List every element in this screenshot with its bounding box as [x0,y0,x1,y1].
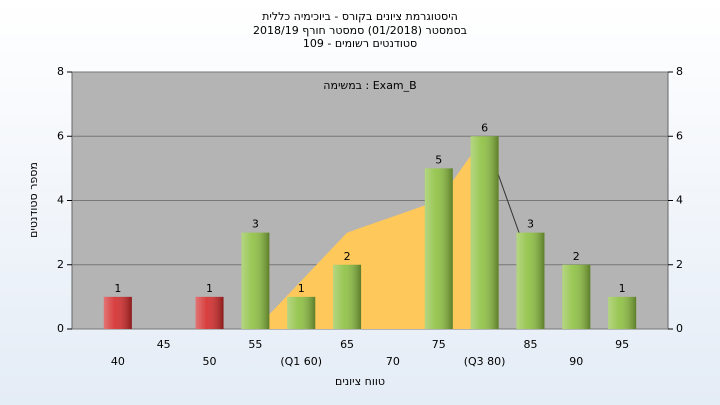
y-tick-label: 4 [57,194,64,207]
y2-tick-label: 0 [676,322,683,335]
bar-shade [287,296,316,329]
bar-shade [333,264,362,329]
value-label: 2 [573,250,580,263]
value-label: 1 [206,282,213,295]
y-axis-label: מספר סטודנטים [27,162,40,238]
y2-tick-label: 2 [676,258,683,271]
x-axis-label: טווח ציונים [335,375,385,388]
y-tick-label: 2 [57,258,64,271]
chart-subtitle: בסמסטר (01/2018) סמסטר חורף 2018/19 [253,24,467,37]
bar-shade [470,136,499,329]
x-tick-label: (Q3 80) [464,355,506,368]
bar-shade [424,168,453,329]
x-tick-label: 70 [386,355,400,368]
x-tick-label: 45 [157,338,171,351]
x-tick-label: 55 [248,338,262,351]
bar-shade [562,264,591,329]
y-tick-label: 6 [57,129,64,142]
y-tick-label: 0 [57,322,64,335]
x-tick-label: 85 [523,338,537,351]
y2-tick-label: 6 [676,129,683,142]
chart-subtitle: סטודנטים רשומים - 109 [303,37,417,50]
bar-shade [608,296,637,329]
x-tick-label: 40 [111,355,125,368]
bar-shade [195,296,224,329]
x-tick-label: (Q1 60) [280,355,322,368]
y-tick-label: 8 [57,65,64,78]
value-label: 1 [114,282,121,295]
value-label: 1 [298,282,305,295]
value-label: 3 [252,218,259,231]
value-label: 1 [619,282,626,295]
y2-tick-label: 4 [676,194,683,207]
value-label: 2 [344,250,351,263]
bar-shade [516,232,545,329]
x-tick-label: 65 [340,338,354,351]
bar-shade [241,232,270,329]
y2-tick-label: 8 [676,65,683,78]
bar-shade [103,296,132,329]
value-label: 6 [481,121,488,134]
x-tick-label: 90 [569,355,583,368]
x-tick-label: 50 [203,355,217,368]
x-tick-label: 75 [432,338,446,351]
x-tick-label: 95 [615,338,629,351]
annotation: במשימה : Exam_B [323,79,416,92]
value-label: 5 [435,153,442,166]
value-label: 3 [527,218,534,231]
chart-title: היסטוגרמת ציונים בקורס - ביוכימיה כללית [262,10,458,23]
